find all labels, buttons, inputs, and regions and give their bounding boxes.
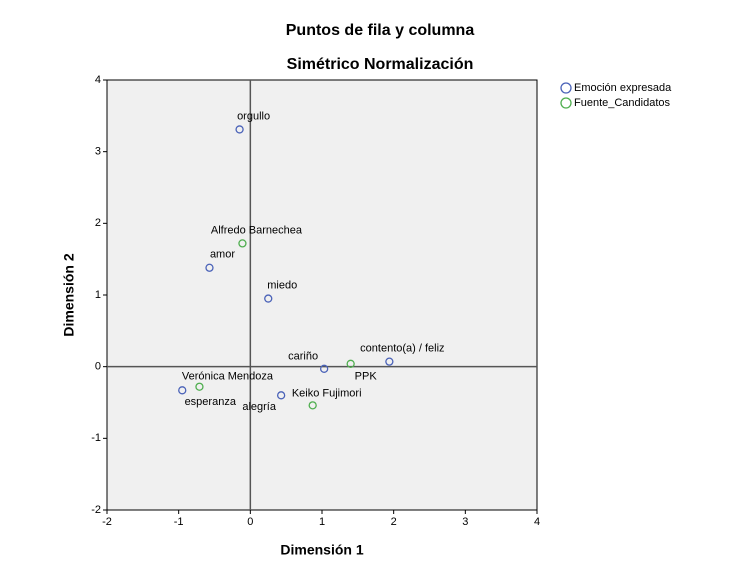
x-tick-label: 2 xyxy=(391,516,397,528)
point-label: alegría xyxy=(242,401,277,413)
plot-area xyxy=(106,79,538,511)
chart-subtitle: Simétrico Normalización xyxy=(287,56,474,73)
point xyxy=(264,294,273,303)
y-tick-label: 0 xyxy=(95,361,101,373)
y-axis-label: Dimensión 2 xyxy=(61,253,77,336)
legend-label: Fuente_Candidatos xyxy=(574,97,671,109)
point xyxy=(385,357,394,366)
x-tick-label: 0 xyxy=(247,516,253,528)
x-tick-label: 4 xyxy=(534,516,540,528)
x-tick-label: 1 xyxy=(319,516,325,528)
point xyxy=(276,391,286,400)
point xyxy=(308,401,317,410)
point-label: Keiko Fujimori xyxy=(292,387,362,399)
x-tick-label: -1 xyxy=(174,516,184,528)
y-tick-label: -1 xyxy=(91,432,101,444)
point-label: Verónica Mendoza xyxy=(182,371,274,383)
y-tick-label: -2 xyxy=(91,504,101,516)
x-tick-label: -2 xyxy=(102,516,112,528)
point xyxy=(319,364,329,373)
point-label: esperanza xyxy=(185,396,237,408)
point xyxy=(178,386,187,395)
point-label: amor xyxy=(210,249,235,261)
point xyxy=(195,382,204,391)
legend-marker xyxy=(560,97,572,109)
point xyxy=(238,239,247,248)
legend-label: Emoción expresada xyxy=(574,82,672,94)
chart-title: Puntos de fila y columna xyxy=(286,22,475,39)
x-tick-label: 3 xyxy=(462,516,468,528)
point-label: Alfredo Barnechea xyxy=(211,224,303,236)
y-tick-label: 2 xyxy=(95,217,101,229)
y-tick-label: 1 xyxy=(95,289,101,301)
x-axis-label: Dimensión 1 xyxy=(280,542,363,558)
point xyxy=(205,263,214,272)
point xyxy=(235,125,244,134)
y-tick-label: 3 xyxy=(95,146,101,158)
point-label: orgullo xyxy=(237,110,270,122)
point-label: miedo xyxy=(267,279,297,291)
point-label: cariño xyxy=(288,351,318,363)
point-label: PPK xyxy=(355,371,378,383)
point xyxy=(346,359,355,368)
legend-marker xyxy=(560,82,572,94)
point-label: contento(a) / feliz xyxy=(360,343,444,355)
y-tick-label: 4 xyxy=(95,74,101,86)
